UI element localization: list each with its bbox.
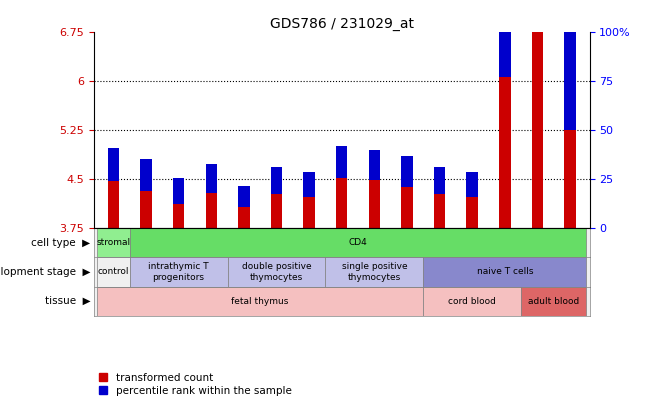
Bar	[228, 257, 326, 287]
Bar	[326, 257, 423, 287]
Bar	[173, 178, 184, 204]
Bar	[97, 287, 423, 316]
Text: cord blood: cord blood	[448, 297, 496, 306]
Text: double positive
thymocytes: double positive thymocytes	[242, 262, 312, 281]
Text: stromal: stromal	[96, 238, 131, 247]
Text: control: control	[98, 267, 129, 276]
Text: CD4: CD4	[348, 238, 367, 247]
Bar	[369, 180, 380, 228]
Bar	[401, 187, 413, 228]
Bar	[434, 166, 446, 194]
Text: adult blood: adult blood	[528, 297, 580, 306]
Bar	[521, 287, 586, 316]
Bar	[466, 172, 478, 197]
Bar	[271, 166, 282, 194]
Bar	[532, 0, 543, 31]
Title: GDS786 / 231029_at: GDS786 / 231029_at	[270, 17, 413, 31]
Bar	[423, 257, 586, 287]
Bar	[466, 197, 478, 228]
Bar	[401, 156, 413, 187]
Text: single positive
thymocytes: single positive thymocytes	[342, 262, 407, 281]
Text: intrathymic T
progenitors: intrathymic T progenitors	[148, 262, 209, 281]
Text: tissue  ▶: tissue ▶	[45, 296, 90, 306]
Bar	[336, 178, 348, 228]
Bar	[140, 160, 151, 191]
Text: fetal thymus: fetal thymus	[231, 297, 289, 306]
Bar	[369, 150, 380, 180]
Bar	[206, 164, 217, 193]
Bar	[499, 0, 511, 77]
Bar	[108, 181, 119, 228]
Bar	[423, 287, 521, 316]
Text: development stage  ▶: development stage ▶	[0, 267, 90, 277]
Bar	[130, 257, 228, 287]
Bar	[238, 185, 249, 207]
Bar	[304, 197, 315, 228]
Legend: transformed count, percentile rank within the sample: transformed count, percentile rank withi…	[99, 373, 291, 396]
Bar	[97, 257, 130, 287]
Bar	[532, 31, 543, 228]
Bar	[499, 77, 511, 228]
Bar	[564, 130, 576, 228]
Bar	[564, 32, 576, 130]
Bar	[304, 172, 315, 197]
Bar	[434, 194, 446, 228]
Text: naive T cells: naive T cells	[476, 267, 533, 276]
Bar	[140, 191, 151, 228]
Bar	[271, 194, 282, 228]
Bar	[108, 148, 119, 181]
Bar	[206, 193, 217, 228]
Bar	[238, 207, 249, 228]
Text: cell type  ▶: cell type ▶	[31, 238, 90, 247]
Bar	[173, 204, 184, 228]
Bar	[97, 228, 130, 257]
Bar	[336, 147, 348, 178]
